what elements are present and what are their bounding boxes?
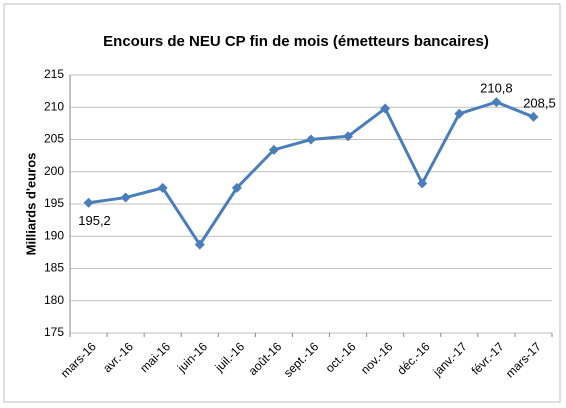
- data-point: [528, 111, 539, 122]
- data-point: [417, 178, 428, 189]
- chart-title: Encours de NEU CP fin de mois (émetteurs…: [103, 33, 489, 50]
- y-tick-label: 185: [44, 261, 64, 275]
- y-tick-label: 200: [44, 164, 64, 178]
- data-point: [120, 192, 131, 203]
- y-tick-label: 215: [44, 67, 64, 81]
- data-label: 210,8: [480, 81, 513, 96]
- y-tick-label: 195: [44, 196, 64, 210]
- data-point: [454, 108, 465, 119]
- data-point: [83, 197, 94, 208]
- data-point: [157, 182, 168, 193]
- data-point: [343, 131, 354, 142]
- data-label: 208,5: [523, 95, 556, 110]
- y-tick-label: 205: [44, 132, 64, 146]
- y-axis-label: Milliards d'euros: [23, 153, 38, 256]
- data-point: [194, 239, 205, 250]
- y-tick-label: 180: [44, 293, 64, 307]
- data-point: [231, 182, 242, 193]
- data-point: [306, 134, 316, 145]
- data-label: 195,2: [78, 213, 111, 228]
- data-point: [491, 97, 502, 108]
- data-point: [268, 144, 279, 155]
- y-tick-label: 175: [44, 325, 64, 339]
- y-tick-label: 210: [44, 99, 64, 113]
- data-point: [380, 103, 391, 114]
- y-tick-label: 190: [44, 228, 64, 242]
